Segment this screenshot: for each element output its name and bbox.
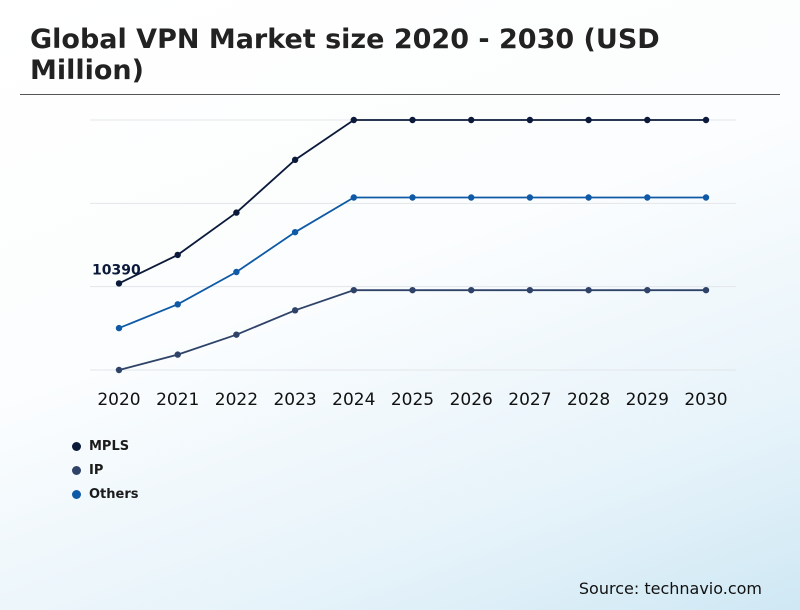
data-point-ip-2030 [702, 286, 710, 294]
legend-marker [72, 465, 81, 475]
series-line-mpls [118, 119, 706, 285]
series-line-others [118, 196, 706, 329]
chart-title: Global VPN Market size 2020 - 2030 (USD … [30, 24, 660, 86]
data-point-mpls-2027 [526, 116, 534, 124]
x-tick-label: 2029 [626, 390, 669, 410]
data-point-mpls-2021 [174, 251, 181, 259]
data-point-others-2020 [115, 324, 123, 332]
data-point-mpls-2024 [350, 116, 357, 124]
data-point-mpls-2030 [702, 116, 710, 124]
data-point-others-2025 [409, 194, 416, 201]
x-tick-label: 2026 [450, 390, 493, 410]
data-point-mpls-2028 [585, 116, 592, 124]
legend-marker [72, 441, 81, 451]
legend-item-ip: IP [72, 458, 139, 482]
source-note: Source: technavio.com [578, 579, 762, 598]
data-label: 10390 [92, 262, 141, 278]
data-point-ip-2023 [291, 307, 299, 314]
data-point-ip-2024 [350, 286, 357, 294]
data-point-others-2029 [644, 194, 651, 201]
x-tick-label: 2027 [508, 390, 551, 410]
data-point-others-2027 [526, 194, 534, 201]
data-point-mpls-2022 [233, 209, 240, 216]
x-tick-label: 2025 [391, 390, 434, 410]
data-point-ip-2022 [233, 331, 240, 338]
data-point-mpls-2020 [115, 280, 123, 287]
data-point-others-2023 [291, 228, 299, 236]
data-point-ip-2029 [644, 286, 651, 294]
x-tick-label: 2030 [684, 390, 727, 410]
x-tick-label: 2020 [97, 390, 140, 410]
data-point-others-2030 [702, 194, 710, 201]
data-point-mpls-2025 [409, 116, 416, 124]
data-point-others-2028 [585, 194, 592, 201]
data-point-mpls-2026 [468, 116, 475, 124]
legend-item-others: Others [72, 482, 139, 506]
data-point-others-2021 [174, 301, 181, 308]
series-line-ip [118, 289, 706, 371]
data-point-ip-2027 [526, 286, 534, 294]
data-point-others-2022 [233, 268, 240, 276]
data-point-ip-2028 [585, 286, 592, 294]
data-point-others-2026 [468, 194, 475, 201]
legend-label: MPLS [89, 438, 130, 454]
x-tick-label: 2021 [156, 390, 199, 410]
legend-label: Others [89, 486, 139, 502]
legend-marker [72, 489, 81, 499]
data-point-ip-2021 [174, 351, 181, 358]
data-point-ip-2025 [409, 286, 416, 294]
x-tick-label: 2022 [215, 390, 258, 410]
x-tick-label: 2028 [567, 390, 610, 410]
legend-item-mpls: MPLS [72, 434, 139, 458]
x-tick-label: 2023 [273, 390, 316, 410]
title-divider [20, 94, 780, 95]
data-point-ip-2026 [468, 286, 475, 294]
x-tick-label: 2024 [332, 390, 375, 410]
data-point-ip-2020 [115, 366, 123, 374]
data-point-mpls-2029 [644, 116, 651, 124]
legend-label: IP [89, 462, 104, 478]
chart-legend: MPLS IP Others [72, 434, 139, 506]
data-point-others-2024 [350, 194, 357, 201]
data-point-mpls-2023 [291, 156, 299, 164]
